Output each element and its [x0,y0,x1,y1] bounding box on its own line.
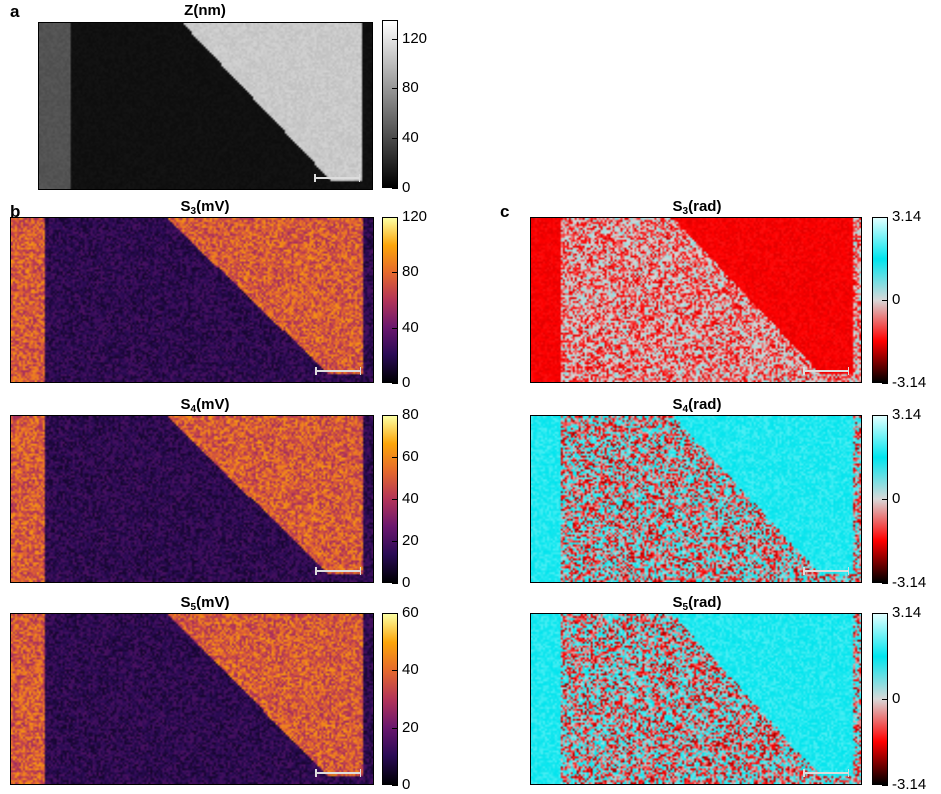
s5-phase-colorbar-tick-label: 0 [892,690,901,707]
s4-amp-map [10,415,374,583]
s4-amp-colorbar-tick-mark [392,415,398,416]
s4-phase-colorbar-tick-mark [882,415,888,416]
s3-amp-colorbar-tick-mark [392,383,398,384]
s4-phase-colorbar-tick-mark [882,583,888,584]
s3-amp-colorbar [382,217,398,383]
s3-amp-colorbar-tick-mark [392,328,398,329]
s3-phase-colorbar-tick-label: -3.14 [892,374,927,391]
s4-phase-title: S4(rad) [672,396,722,415]
s5-phase-map [530,613,862,785]
s3-phase-colorbar-tick-mark [882,300,888,301]
panel-label-a: a [10,2,20,21]
s4-amp-colorbar-tick-mark [392,583,398,584]
s5-phase-colorbar-tick-mark [882,699,888,700]
z-colorbar-tick-label: 0 [402,179,411,196]
panel-label-c: c [500,202,510,221]
s3-amp-colorbar-tick-label: 120 [402,208,428,225]
z-scale-bar [314,174,360,182]
z-colorbar-tick-mark [392,88,398,89]
s3-phase-colorbar-tick-label: 3.14 [892,208,922,225]
s5-amp-colorbar-tick-mark [392,670,398,671]
s3-amp-scale-bar [315,367,361,375]
z-colorbar-tick-label: 120 [402,30,428,47]
s5-phase-title: S5(rad) [672,594,722,613]
s4-amp-colorbar-tick-label: 80 [402,406,419,423]
s3-amp-colorbar-tick-label: 80 [402,263,419,280]
s5-phase-colorbar-tick-label: -3.14 [892,776,927,793]
s4-amp-colorbar-tick-mark [392,457,398,458]
s3-phase-title: S3(rad) [672,198,722,217]
s4-amp-colorbar-tick-label: 60 [402,448,419,465]
z-title: Z(nm) [184,2,226,19]
s3-phase-scale-bar [803,367,849,375]
s5-phase-colorbar-tick-label: 3.14 [892,604,922,621]
s3-phase-colorbar-tick-label: 0 [892,291,901,308]
s5-phase-colorbar-tick-mark [882,613,888,614]
s5-amp-colorbar-tick-label: 40 [402,661,419,678]
s3-amp-colorbar-tick-label: 40 [402,319,419,336]
s4-amp-scale-bar [315,567,361,575]
z-map [38,22,373,190]
z-colorbar-tick-label: 40 [402,129,419,146]
s3-amp-colorbar-tick-label: 0 [402,374,411,391]
s5-amp-scale-bar [315,769,361,777]
s4-phase-colorbar-tick-label: -3.14 [892,574,927,591]
z-colorbar [382,20,398,188]
s5-amp-colorbar-tick-mark [392,785,398,786]
s4-amp-colorbar-tick-mark [392,499,398,500]
s5-amp-colorbar-tick-label: 0 [402,776,411,793]
s5-phase-scale-bar [803,769,849,777]
s4-phase-map [530,415,862,583]
s5-amp-colorbar-tick-label: 20 [402,719,419,736]
s4-amp-colorbar-tick-label: 0 [402,574,411,591]
s4-phase-colorbar-tick-label: 3.14 [892,406,922,423]
s4-phase-colorbar-tick-label: 0 [892,490,901,507]
s3-amp-colorbar-tick-mark [392,272,398,273]
s4-phase-colorbar-tick-mark [882,499,888,500]
s3-phase-colorbar-tick-mark [882,217,888,218]
s3-phase-map [530,217,862,383]
z-colorbar-tick-mark [392,39,398,40]
panel-label-b: b [10,202,21,221]
z-colorbar-tick-label: 80 [402,79,419,96]
s5-amp-colorbar-tick-mark [392,613,398,614]
s4-amp-colorbar-tick-mark [392,541,398,542]
s5-amp-map [10,613,374,785]
s4-phase-scale-bar [803,567,849,575]
s5-amp-colorbar-tick-label: 60 [402,604,419,621]
s5-phase-colorbar-tick-mark [882,785,888,786]
s4-amp-title: S4(mV) [180,396,230,415]
s4-amp-colorbar-tick-label: 20 [402,532,419,549]
s3-amp-title: S3(mV) [180,198,230,217]
z-colorbar-tick-mark [392,138,398,139]
s5-amp-colorbar [382,613,398,785]
s5-amp-title: S5(mV) [180,594,230,613]
s3-amp-map [10,217,374,383]
s5-amp-colorbar-tick-mark [392,728,398,729]
s3-amp-colorbar-tick-mark [392,217,398,218]
s4-amp-colorbar-tick-label: 40 [402,490,419,507]
z-colorbar-tick-mark [392,188,398,189]
s3-phase-colorbar-tick-mark [882,383,888,384]
